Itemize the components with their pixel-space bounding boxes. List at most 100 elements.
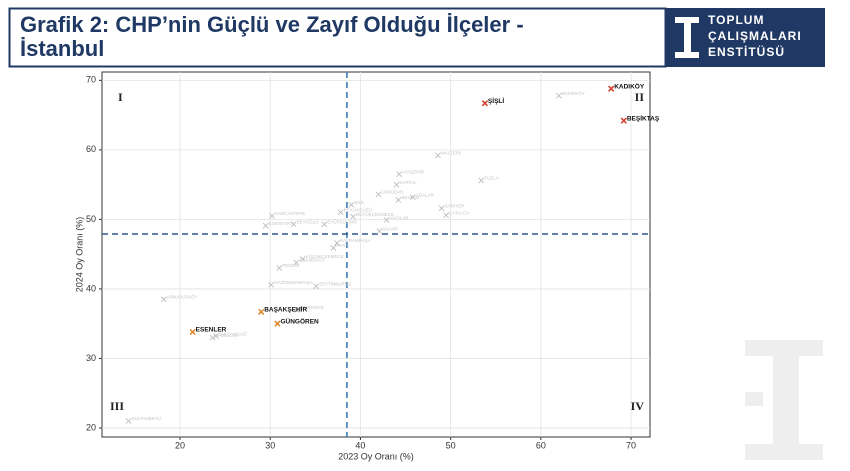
point	[160, 296, 167, 303]
logo-text: ENSTİTÜSÜ	[708, 44, 785, 59]
point-stroke	[443, 212, 450, 219]
point	[393, 181, 400, 188]
x-tick-label: 30	[265, 440, 275, 450]
point-stroke	[383, 217, 390, 224]
title-box	[8, 7, 667, 68]
point-stroke	[393, 181, 400, 188]
watermark	[745, 340, 823, 460]
point	[209, 334, 216, 341]
y-tick-label: 60	[86, 144, 96, 154]
plot: 20 30 40 50 60 70 20 30 40 50 60 70 2023 Oy Oranı (%…	[74, 71, 660, 461]
point-label: TUZLA	[484, 176, 498, 181]
point	[334, 240, 340, 246]
point-label: GAZİOSMANPAŞA	[274, 279, 313, 285]
point	[376, 228, 383, 235]
point-label: BAYRAMPAŞA	[340, 238, 370, 243]
point-stroke	[350, 213, 357, 220]
title: Grafik 2: CHP’nin Güçlü ve Zayıf Olduğu …	[20, 12, 524, 61]
point-label: KARTAL	[400, 180, 418, 185]
x-tick-label: 20	[175, 440, 185, 450]
x-axis-label: 2023 Oy Oranı (%)	[338, 451, 414, 461]
point-label: KADIKÖY	[614, 81, 645, 90]
point-stroke	[375, 191, 382, 198]
point	[269, 212, 275, 219]
point-label: BAKIRKÖY	[562, 90, 585, 96]
point	[555, 92, 562, 99]
x-tick-label: 70	[626, 440, 636, 450]
y-axis-label: 2024 Oy Oranı (%)	[74, 217, 84, 293]
quadrant-label: I	[118, 90, 123, 104]
point-stroke	[262, 222, 269, 229]
logo-text: TOPLUM	[708, 13, 764, 27]
point-label: KÜÇÜKÇEKMECE	[306, 253, 344, 259]
point	[293, 259, 300, 266]
y-tick-label: 20	[86, 422, 96, 432]
point-stroke	[213, 333, 220, 340]
point	[383, 217, 390, 224]
logo-mark	[675, 17, 699, 58]
point-label: ŞİLE	[354, 199, 364, 205]
logo-text: ÇALIŞMALARI	[708, 29, 802, 43]
point-label: BEYKOZ	[401, 195, 420, 200]
point-label: SULTANGAZİ	[219, 330, 247, 336]
point-label: ÜSKÜDAR	[381, 189, 404, 195]
point	[125, 418, 132, 424]
point	[478, 177, 485, 184]
point-stroke	[337, 209, 344, 216]
point-stroke	[438, 205, 445, 212]
quadrant-label: III	[110, 399, 124, 413]
point-label: BEYOĞLU	[297, 218, 319, 224]
point-stroke	[125, 418, 132, 424]
point-stroke	[258, 308, 265, 315]
point-stroke	[276, 265, 283, 271]
point	[608, 85, 615, 92]
point-stroke	[376, 228, 383, 235]
point	[396, 171, 403, 178]
point	[337, 209, 344, 216]
point-label: BAĞCILAR	[216, 332, 240, 338]
x-tick-label: 60	[536, 440, 546, 450]
point	[438, 205, 445, 212]
plot-area	[101, 71, 651, 438]
point	[189, 328, 196, 336]
point-label: BÜYÜKÇEKMECE	[356, 211, 394, 217]
point	[268, 281, 275, 288]
point-label: SİLİVRİ	[382, 225, 398, 231]
point	[294, 306, 301, 313]
point	[313, 283, 320, 290]
point	[276, 265, 283, 271]
point	[330, 244, 337, 251]
point-stroke	[608, 85, 615, 92]
point-label: ZEYTİNBURNU	[319, 280, 351, 286]
point	[409, 194, 416, 201]
point-stroke	[478, 177, 485, 184]
point-label: ADALAR	[416, 192, 435, 197]
y-tick-label: 40	[86, 283, 96, 293]
point-stroke	[274, 320, 281, 327]
point-stroke	[299, 256, 306, 262]
point-stroke	[321, 221, 328, 228]
point-label: EYÜPSULTAN	[327, 218, 356, 224]
point-label: BEŞİKTAŞ	[627, 114, 660, 122]
point-stroke	[396, 171, 403, 178]
point-stroke	[268, 281, 275, 288]
x-tick-label: 40	[355, 440, 365, 450]
point-label: ÜMRANİYE	[300, 304, 324, 310]
point-label: ÇATALCA	[449, 210, 469, 215]
point-label: ARNAVUTKÖY	[167, 294, 198, 300]
point	[299, 256, 306, 262]
point	[375, 191, 382, 198]
point-label: GÜNGÖREN	[280, 316, 319, 325]
point-label: SARIYER	[445, 203, 466, 208]
point-stroke	[189, 328, 196, 336]
point-stroke	[160, 296, 167, 303]
point	[290, 221, 297, 228]
point	[350, 213, 357, 220]
point-stroke	[409, 194, 416, 201]
point-stroke	[209, 334, 216, 341]
point-stroke	[348, 201, 355, 208]
point-label: FATİH	[336, 242, 348, 248]
point-stroke	[435, 152, 441, 159]
